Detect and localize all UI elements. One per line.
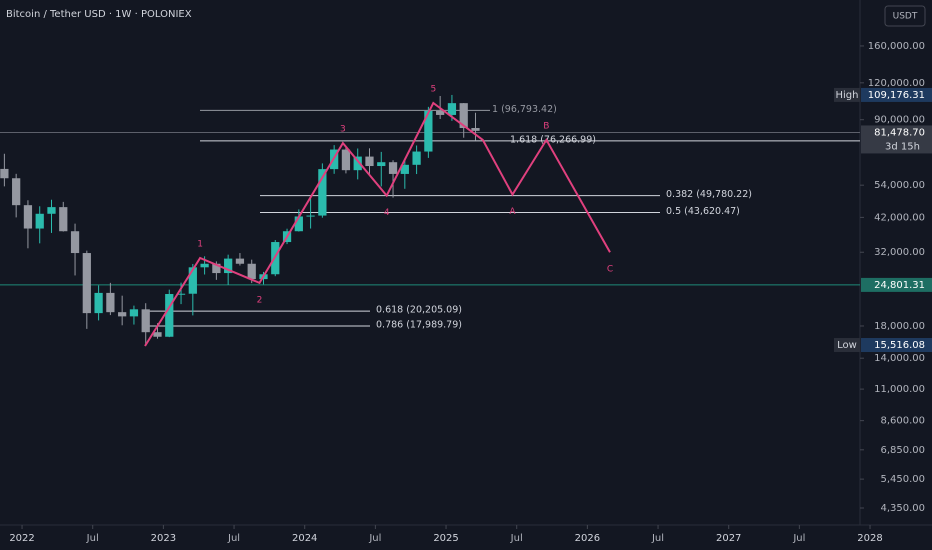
candle-body bbox=[82, 253, 91, 314]
y-tick-label: 8,600.00 bbox=[880, 416, 925, 427]
candle-body bbox=[341, 149, 351, 171]
price-tag-box bbox=[834, 338, 860, 353]
candle-body bbox=[471, 128, 480, 131]
x-tick-label: Jul bbox=[368, 533, 381, 544]
candle-body bbox=[35, 213, 44, 229]
price-tag-box bbox=[834, 87, 860, 102]
y-tick-label: 54,000.00 bbox=[874, 180, 925, 191]
y-tick-label: 32,000.00 bbox=[874, 247, 925, 258]
price-label-box bbox=[861, 87, 932, 102]
price-tag: Low bbox=[837, 340, 857, 351]
candle-body bbox=[200, 263, 209, 268]
fib-label: 0.618 (20,205.09) bbox=[376, 305, 462, 316]
candle-body bbox=[188, 267, 197, 294]
y-tick-label: 4,350.00 bbox=[880, 503, 925, 514]
wave-label: B bbox=[543, 121, 549, 131]
x-tick-label: Jul bbox=[792, 533, 805, 544]
candle-body bbox=[247, 263, 256, 280]
price-label-box bbox=[861, 125, 932, 154]
x-tick-label: Jul bbox=[510, 533, 523, 544]
fib-label: 0.382 (49,780.22) bbox=[666, 189, 752, 200]
x-tick-label: 2028 bbox=[857, 533, 882, 544]
candle-body bbox=[353, 156, 362, 171]
candle-body bbox=[0, 168, 9, 179]
candle-body bbox=[165, 294, 174, 337]
candle-body bbox=[224, 258, 233, 274]
y-tick-label: 90,000.00 bbox=[874, 115, 925, 126]
x-tick-label: 2024 bbox=[292, 533, 317, 544]
y-tick-label: 6,850.00 bbox=[880, 445, 925, 456]
candle-body bbox=[365, 156, 374, 167]
y-tick-label: 42,000.00 bbox=[874, 212, 925, 223]
candle-body bbox=[141, 309, 150, 333]
fib-label: 1.618 (76,266.99) bbox=[510, 134, 596, 145]
candle-body bbox=[12, 178, 21, 206]
candle-body bbox=[129, 309, 139, 317]
x-tick-label: Jul bbox=[227, 533, 240, 544]
candle-body bbox=[212, 263, 221, 274]
price-label: 24,801.31 bbox=[874, 280, 925, 291]
price-label-box bbox=[861, 338, 932, 353]
wave-label: 2 bbox=[257, 295, 263, 305]
x-tick-label: Jul bbox=[651, 533, 664, 544]
y-tick-label: 18,000.00 bbox=[874, 321, 925, 332]
wave-label: A bbox=[509, 207, 516, 217]
candle-body bbox=[388, 162, 398, 174]
x-tick-label: 2027 bbox=[716, 533, 741, 544]
x-tick-label: Jul bbox=[86, 533, 99, 544]
candle-body bbox=[153, 332, 162, 337]
y-tick-label: 5,450.00 bbox=[880, 474, 925, 485]
candle-body bbox=[106, 292, 115, 313]
candle-body bbox=[424, 110, 433, 152]
candle-body bbox=[377, 162, 386, 167]
candle-body bbox=[447, 103, 457, 115]
currency-label[interactable]: USDT bbox=[893, 12, 918, 22]
y-tick-label: 14,000.00 bbox=[874, 353, 925, 364]
price-label: 81,478.70 bbox=[874, 127, 925, 138]
x-tick-label: 2023 bbox=[151, 533, 176, 544]
candle-body bbox=[23, 205, 33, 229]
candle-body bbox=[176, 293, 186, 295]
wave-label: 1 bbox=[197, 239, 203, 249]
candle-body bbox=[59, 207, 68, 232]
candle-body bbox=[436, 110, 445, 115]
candle-body bbox=[94, 292, 103, 314]
x-tick-label: 2022 bbox=[9, 533, 34, 544]
fib-label: 1 (96,793.42) bbox=[492, 104, 557, 115]
candle-body bbox=[318, 169, 327, 216]
price-tag: High bbox=[836, 90, 859, 101]
wave-label: 4 bbox=[384, 208, 390, 218]
fib-label: 0.5 (43,620.47) bbox=[666, 206, 740, 217]
candle-body bbox=[235, 258, 245, 264]
wave-label: C bbox=[607, 265, 613, 275]
candle-body bbox=[70, 231, 80, 254]
candle-body bbox=[294, 216, 303, 232]
y-tick-label: 160,000.00 bbox=[868, 41, 925, 52]
candle-body bbox=[412, 151, 421, 165]
wave-label: 3 bbox=[340, 125, 346, 135]
y-tick-label: 11,000.00 bbox=[874, 384, 925, 395]
candle-body bbox=[306, 215, 315, 217]
countdown: 3d 15h bbox=[885, 141, 920, 152]
x-tick-label: 2026 bbox=[575, 533, 600, 544]
candle-body bbox=[118, 312, 127, 317]
fib-label: 0.786 (17,989.79) bbox=[376, 320, 462, 331]
candle-body bbox=[459, 103, 468, 129]
price-label: 109,176.31 bbox=[868, 90, 925, 101]
price-label: 15,516.08 bbox=[874, 340, 925, 351]
chart-title: Bitcoin / Tether USD · 1W · POLONIEX bbox=[6, 9, 192, 20]
y-tick-label: 120,000.00 bbox=[868, 78, 925, 89]
candle-body bbox=[400, 164, 409, 174]
wave-label: 5 bbox=[430, 85, 436, 95]
wave-path bbox=[144, 101, 611, 347]
price-label-box bbox=[861, 277, 932, 292]
currency-button[interactable] bbox=[884, 5, 926, 27]
x-tick-label: 2025 bbox=[433, 533, 458, 544]
candle-body bbox=[47, 207, 56, 214]
